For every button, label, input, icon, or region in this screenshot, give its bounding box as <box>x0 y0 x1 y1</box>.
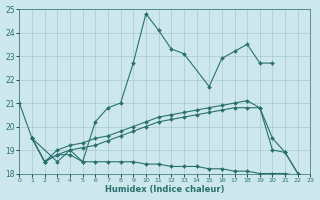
X-axis label: Humidex (Indice chaleur): Humidex (Indice chaleur) <box>105 185 225 194</box>
